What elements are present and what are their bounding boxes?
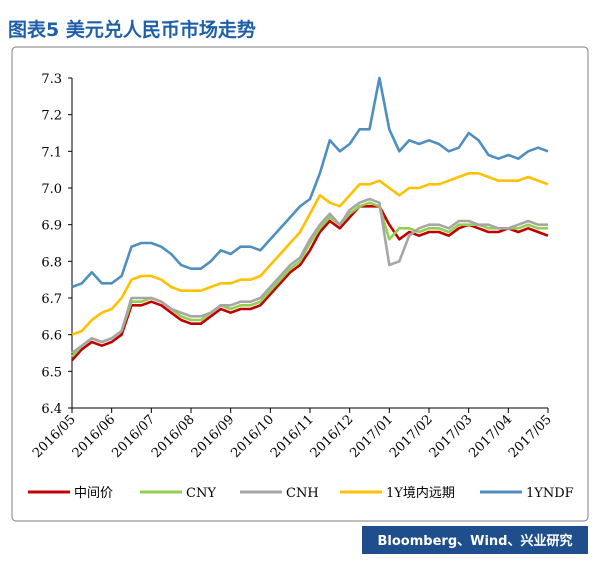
y-tick-label: 7.3 [41, 72, 62, 87]
chart-title: 图表5 美元兑人民币市场走势 [8, 18, 256, 41]
x-tick-label: 2016/08 [149, 412, 198, 461]
x-tick-label: 2016/06 [70, 412, 119, 461]
y-tick-label: 6.4 [41, 402, 62, 417]
legend-label: CNH [286, 486, 319, 501]
series-line [71, 205, 549, 362]
y-tick-label: 6.8 [41, 255, 62, 270]
legend-label: 中间价 [74, 486, 113, 501]
x-tick-label: 2016/09 [189, 412, 238, 461]
y-tick-label: 6.5 [41, 365, 62, 380]
x-tick-label: 2017/02 [387, 412, 436, 461]
x-tick-label: 2016/12 [308, 412, 357, 461]
legend-label: 1Y境内远期 [386, 485, 455, 501]
chart-frame [11, 46, 589, 522]
series-line [71, 197, 548, 355]
source-box [362, 526, 588, 554]
x-tick-label: 2016/07 [109, 412, 158, 461]
series-line [71, 172, 549, 336]
y-tick-label: 7.1 [41, 145, 62, 160]
x-tick-label: 2016/11 [268, 412, 317, 461]
source: Bloomberg、Wind、兴业研究 [378, 533, 573, 549]
y-tick-label: 6.6 [41, 329, 62, 344]
x-tick-label: 2017/04 [466, 412, 515, 461]
y-tick-label: 6.7 [41, 292, 62, 307]
x-tick-label: 2017/01 [347, 412, 396, 461]
x-tick-label: 2017/05 [506, 412, 555, 461]
x-tick-label: 2016/05 [30, 412, 79, 461]
x-tick-label: 2017/03 [427, 412, 476, 461]
series-line [71, 76, 549, 289]
legend-label: CNY [186, 486, 216, 501]
y-tick-label: 6.9 [41, 219, 62, 234]
y-tick-label: 7.0 [41, 182, 62, 197]
y-tick-label: 7.2 [41, 109, 62, 124]
series-line [71, 201, 548, 358]
legend-label: 1YNDF [526, 486, 574, 501]
x-tick-label: 2016/10 [228, 412, 277, 461]
